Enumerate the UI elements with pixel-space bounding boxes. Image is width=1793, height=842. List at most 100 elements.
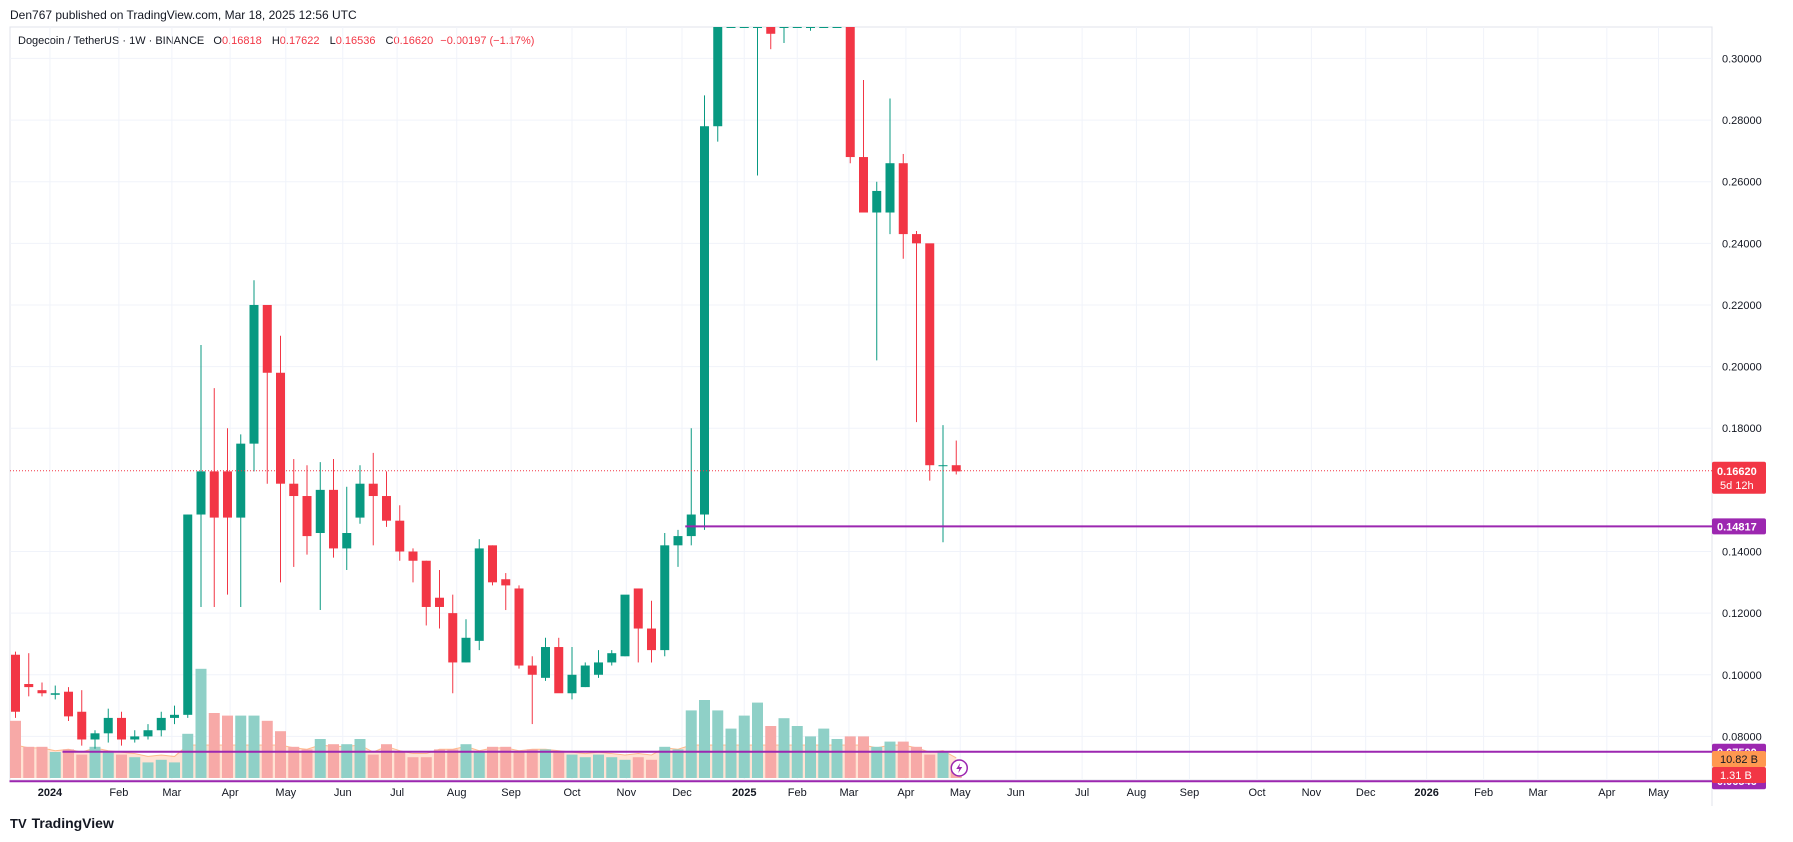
- volume-bar: [831, 739, 843, 778]
- time-tick-label: Apr: [222, 787, 239, 799]
- volume-bar: [844, 736, 856, 778]
- time-tick-label: May: [950, 787, 971, 799]
- time-tick-label: Dec: [1356, 787, 1376, 799]
- time-tick-label: Feb: [1474, 787, 1493, 799]
- candle-body: [196, 471, 206, 515]
- candle-body: [50, 693, 60, 695]
- candle-body: [885, 163, 895, 213]
- candle-body: [156, 717, 166, 731]
- time-tick-label: 2024: [38, 787, 63, 799]
- close-label: C: [385, 35, 394, 47]
- volume-bar: [248, 715, 260, 778]
- time-tick-label: Dec: [672, 787, 692, 799]
- volume-bar: [566, 754, 578, 778]
- candle-body: [24, 684, 34, 688]
- volume-bar: [195, 668, 207, 778]
- candle-body: [845, 27, 855, 158]
- candles: [11, 27, 968, 777]
- candle-body: [686, 514, 696, 537]
- level-tag: [1712, 518, 1766, 535]
- volume-bar: [526, 749, 538, 778]
- symbol-name[interactable]: Dogecoin / TetherUS · 1W · BINANCE: [18, 35, 205, 47]
- tradingview-brand[interactable]: TV TradingView: [10, 815, 114, 831]
- candle-body: [183, 514, 193, 715]
- volume-bar: [699, 700, 710, 778]
- candle-body: [726, 27, 736, 28]
- candle-body: [64, 691, 73, 717]
- volume-bar: [712, 710, 724, 778]
- price-tick-label: 0.12000: [1722, 608, 1762, 620]
- time-tick-label: Oct: [563, 787, 580, 799]
- volume-bar: [593, 754, 604, 778]
- candle-body: [779, 27, 789, 28]
- candle-body: [594, 662, 603, 675]
- volume-bar: [155, 759, 167, 778]
- volume-bar: [685, 710, 697, 778]
- candle-body: [355, 483, 365, 518]
- time-tick-label: 2025: [732, 787, 756, 799]
- candle-body: [660, 545, 670, 651]
- time-tick-label: Mar: [839, 787, 858, 799]
- time-tick-label: May: [1648, 787, 1669, 799]
- volume-bar: [394, 752, 406, 778]
- volume-tag: [1712, 767, 1766, 783]
- volume-bar: [606, 757, 618, 778]
- horizontal-levels: [9, 470, 1712, 783]
- time-tick-label: Sep: [501, 787, 521, 799]
- candle-body: [859, 157, 868, 213]
- volume-bar: [778, 718, 790, 778]
- candle-body: [421, 560, 431, 607]
- candle-body: [223, 471, 232, 518]
- volume-bar: [818, 728, 830, 778]
- candle-body: [567, 674, 577, 694]
- price-axis: 0.30000 0.28000 0.26000 0.24000 0.22000 0.200…: [1722, 53, 1762, 743]
- volume-bar: [884, 741, 896, 778]
- current-price-label: 0.16620: [1717, 466, 1757, 478]
- volume-bar: [646, 759, 657, 778]
- candle-body: [143, 730, 153, 737]
- low-label: L: [329, 35, 336, 47]
- time-tick-label: Nov: [1302, 787, 1322, 799]
- candle-body: [395, 520, 405, 552]
- volume-bar: [63, 749, 74, 778]
- chart-grid: [9, 26, 1765, 806]
- volume-bar: [222, 715, 233, 778]
- volume-bar: [725, 728, 737, 778]
- time-tick-label: 2026: [1414, 787, 1438, 799]
- price-tick-label: 0.28000: [1722, 115, 1762, 127]
- volume-bar: [235, 715, 247, 778]
- candle-body: [832, 27, 842, 28]
- publish-header: Den767 published on TradingView.com, Mar…: [10, 8, 357, 22]
- volume-bar: [473, 752, 485, 778]
- candle-body: [527, 665, 537, 675]
- time-tick-label: Apr: [1598, 787, 1615, 799]
- candle-body: [753, 27, 762, 28]
- volume-bar: [911, 746, 922, 778]
- open-label: O: [213, 35, 222, 47]
- candle-body: [315, 489, 325, 534]
- candle-body: [819, 27, 829, 28]
- candle-body: [607, 653, 617, 663]
- volume-bar: [381, 744, 392, 778]
- candle-body: [461, 637, 471, 663]
- price-tick-label: 0.30000: [1722, 53, 1762, 65]
- open-value: 0.16818: [221, 35, 262, 47]
- time-tick-label: Aug: [447, 787, 467, 799]
- volume-bar: [261, 720, 273, 778]
- candle-body: [90, 733, 100, 740]
- time-tick-label: Oct: [1248, 787, 1265, 799]
- volume-bar: [76, 754, 88, 778]
- volume-bars: [10, 668, 962, 778]
- candle-body: [37, 690, 47, 694]
- candle-body: [276, 372, 285, 484]
- volume-bar: [275, 731, 286, 778]
- candle-body: [898, 163, 908, 235]
- candle-body: [408, 551, 418, 561]
- volume-bar: [36, 746, 48, 778]
- volume-bar: [116, 754, 127, 778]
- candle-body: [951, 465, 961, 472]
- time-tick-label: Jul: [390, 787, 404, 799]
- volume-bar: [407, 757, 419, 778]
- candle-body: [912, 234, 921, 244]
